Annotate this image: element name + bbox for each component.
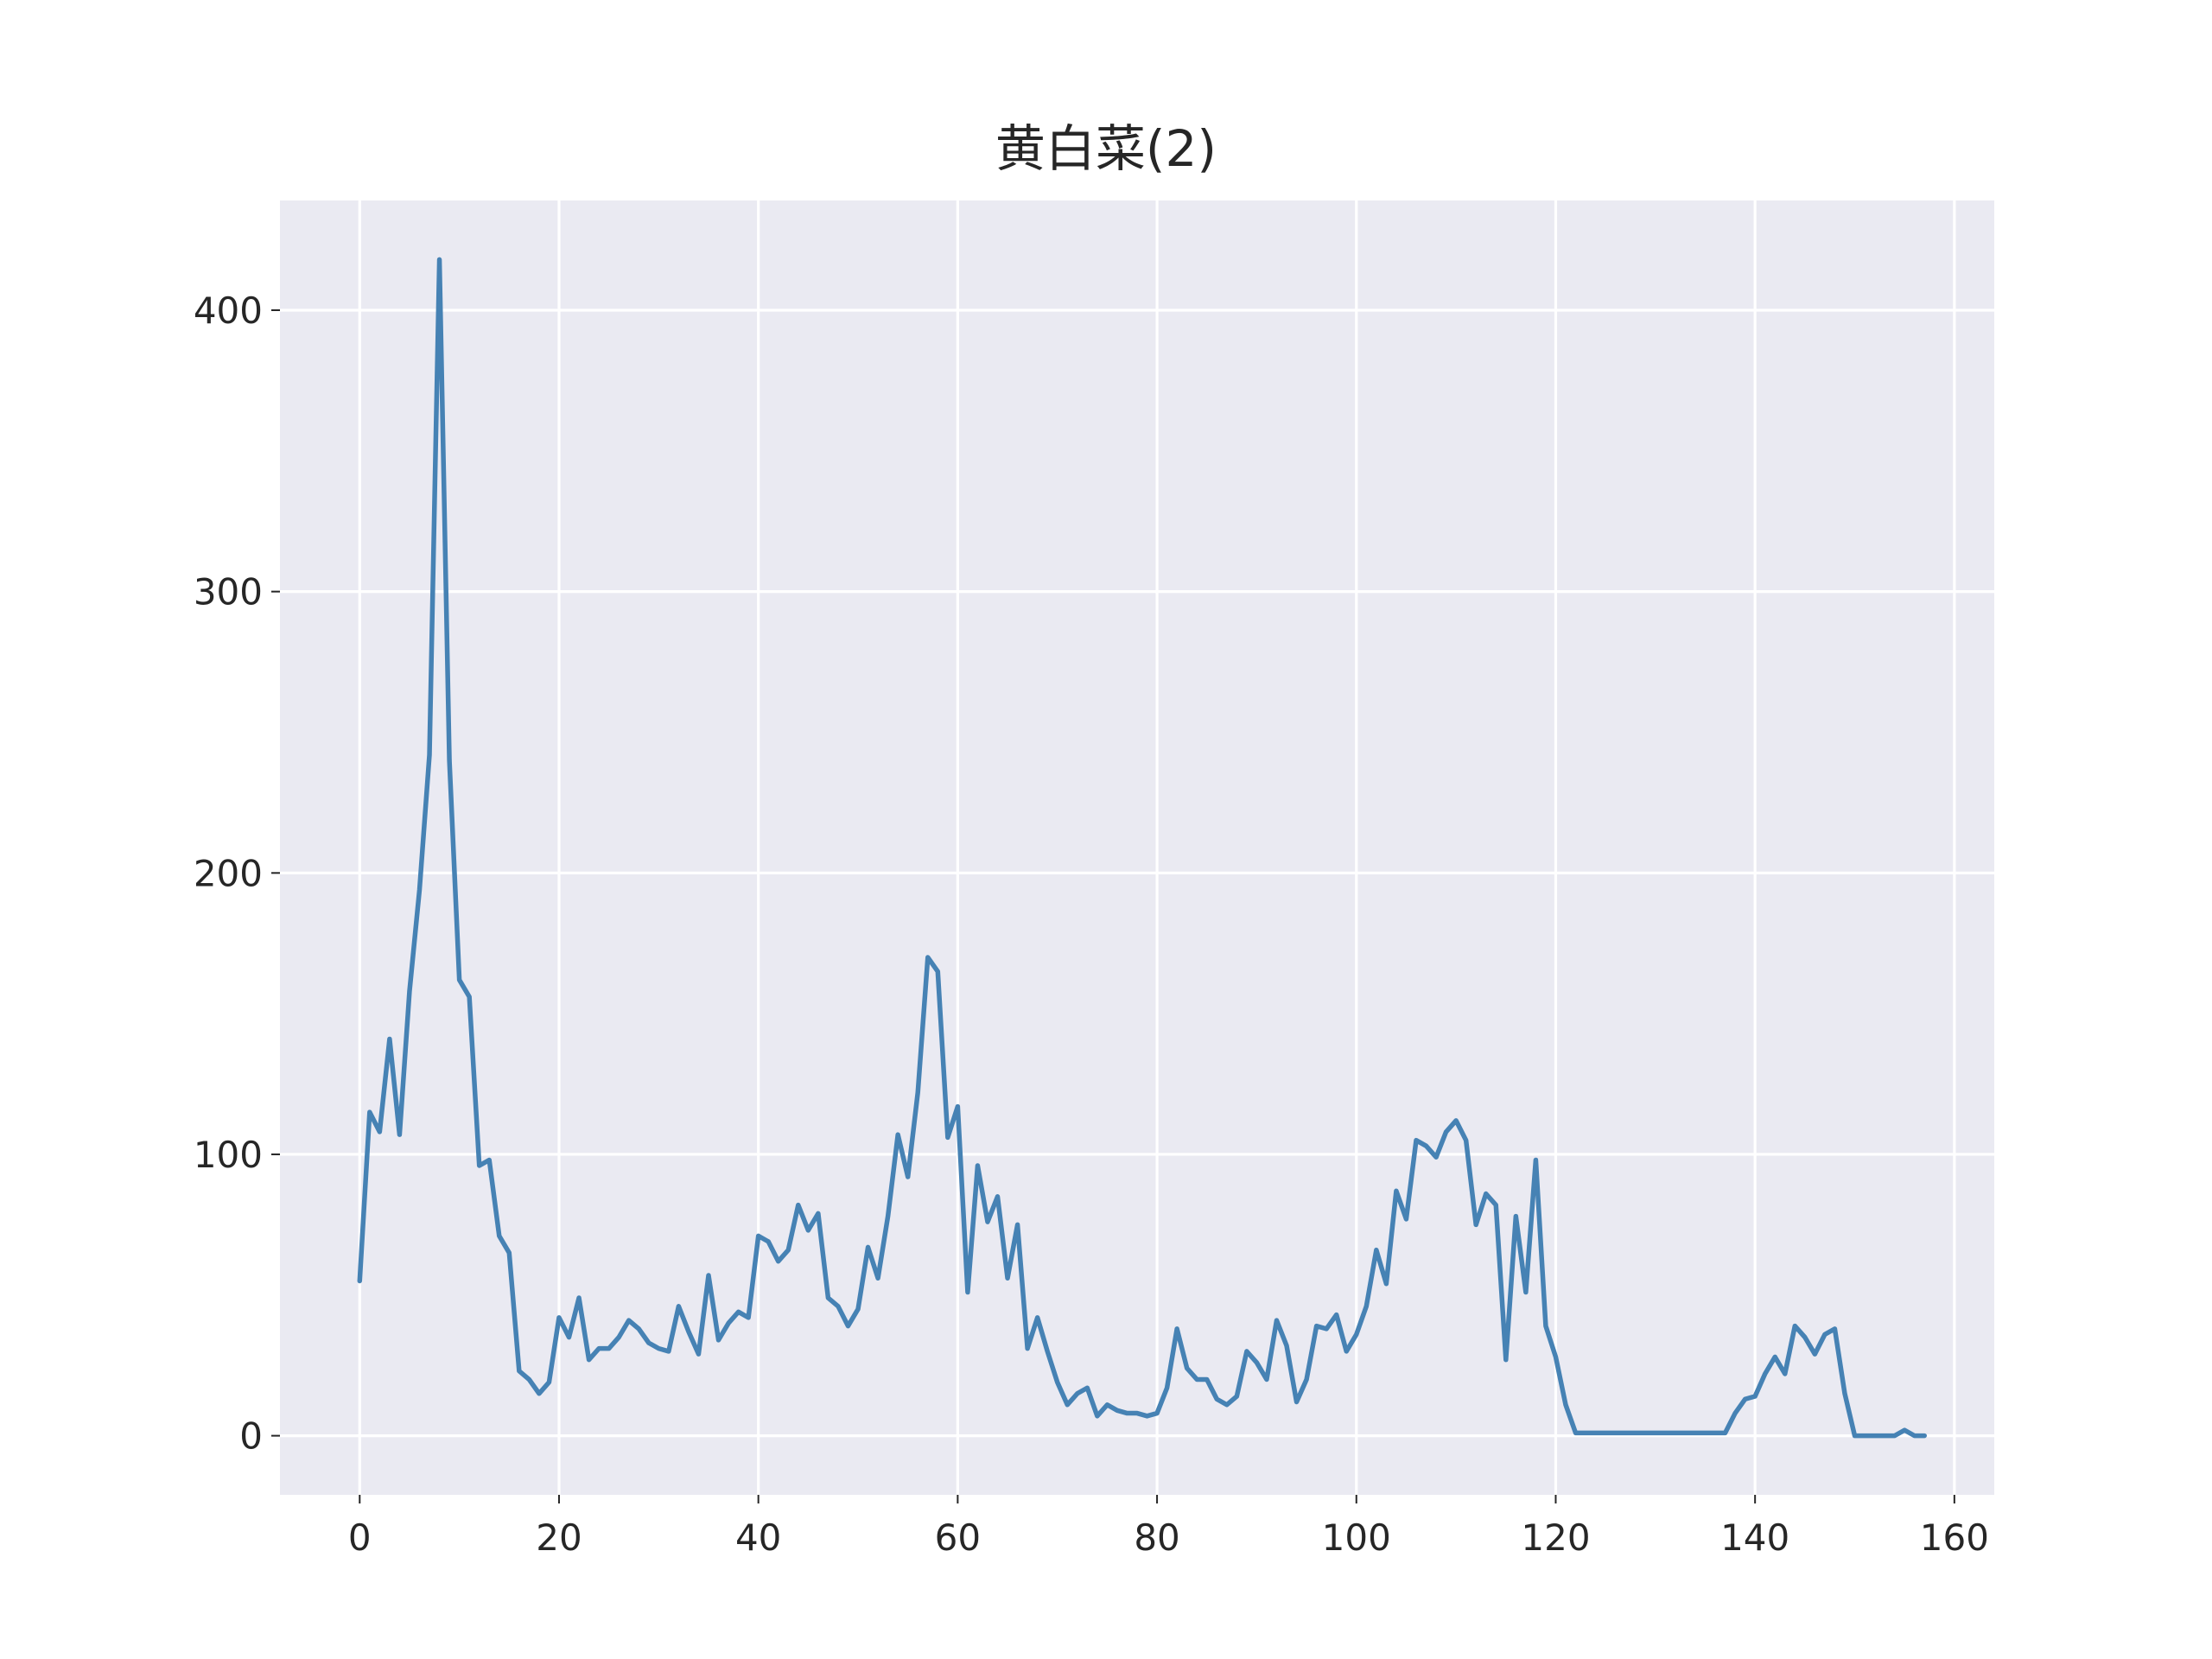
x-tick-label-1: 20 <box>536 1516 582 1559</box>
x-tick-label-3: 60 <box>935 1516 981 1559</box>
plot-area <box>280 200 1994 1495</box>
y-tick-label-4: 400 <box>194 289 263 332</box>
series-group <box>357 257 1928 1439</box>
y-tick-label-1: 100 <box>194 1134 263 1176</box>
y-tick-label-0: 0 <box>239 1415 263 1458</box>
series-line-0 <box>357 257 1928 1439</box>
grid <box>280 200 1994 1495</box>
x-tick-label-7: 140 <box>1720 1516 1789 1559</box>
x-tick-label-0: 0 <box>348 1516 372 1559</box>
y-tick-label-2: 200 <box>194 852 263 894</box>
x-tick-label-4: 80 <box>1134 1516 1179 1559</box>
x-tick-label-5: 100 <box>1322 1516 1391 1559</box>
chart-title: 黄白菜(2) <box>995 119 1217 178</box>
x-tick-label-8: 160 <box>1920 1516 1989 1559</box>
x-tick-label-2: 40 <box>735 1516 781 1559</box>
y-tick-label-3: 300 <box>194 571 263 613</box>
axis-ticks: 0 20 40 60 80 100 120 140 160 0 100 200 300 400 <box>194 289 1989 1559</box>
x-tick-label-6: 120 <box>1521 1516 1590 1559</box>
